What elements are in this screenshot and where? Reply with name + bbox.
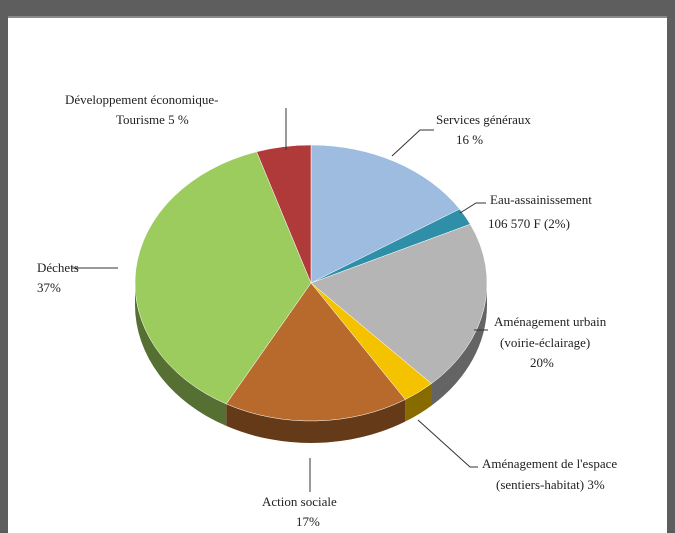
label-espace-name: Aménagement de l'espace [482,456,617,471]
label-eau-value: 106 570 F (2%) [488,216,570,231]
pie-slices [134,144,488,422]
label-eau-name: Eau-assainissement [490,192,592,207]
label-urbain-value: 20% [530,355,554,370]
label-dechets-value: 37% [37,280,61,295]
label-services-name: Services généraux [436,112,531,127]
pie-slice-dechets [134,151,312,405]
pie-slice-action-sociale [225,282,406,422]
leader-services [391,129,434,157]
pie-side-dechets [135,283,227,426]
label-dev-name: Développement économique- [65,92,218,107]
label-urbain-detail: (voirie-éclairage) [500,335,590,350]
label-services-value: 16 % [456,132,483,147]
label-action-value: 17% [296,514,320,529]
label-espace-value: (sentiers-habitat) 3% [496,477,605,492]
label-action-name: Action sociale [262,494,337,509]
pie-side-amenagement-de-l-espace-sentiers-habitat [405,383,432,422]
leader-espace [417,419,478,468]
leader-eau [459,202,486,214]
label-dechets-name: Déchets [37,260,79,275]
pie-side-action-sociale [226,399,406,443]
pie-slice-amenagement-urbain-voirie-eclairage [310,223,488,384]
pie-slice-developpement-economique-tourisme [256,144,312,284]
label-urbain-name: Aménagement urbain [494,314,607,329]
pie-side-amenagement-urbain-voirie-eclairage [431,283,487,406]
pie-3d-side [135,283,487,443]
label-dev-value: Tourisme 5 % [116,112,189,127]
leader-lines [72,108,488,492]
pie-slice-services-generaux [310,144,460,284]
